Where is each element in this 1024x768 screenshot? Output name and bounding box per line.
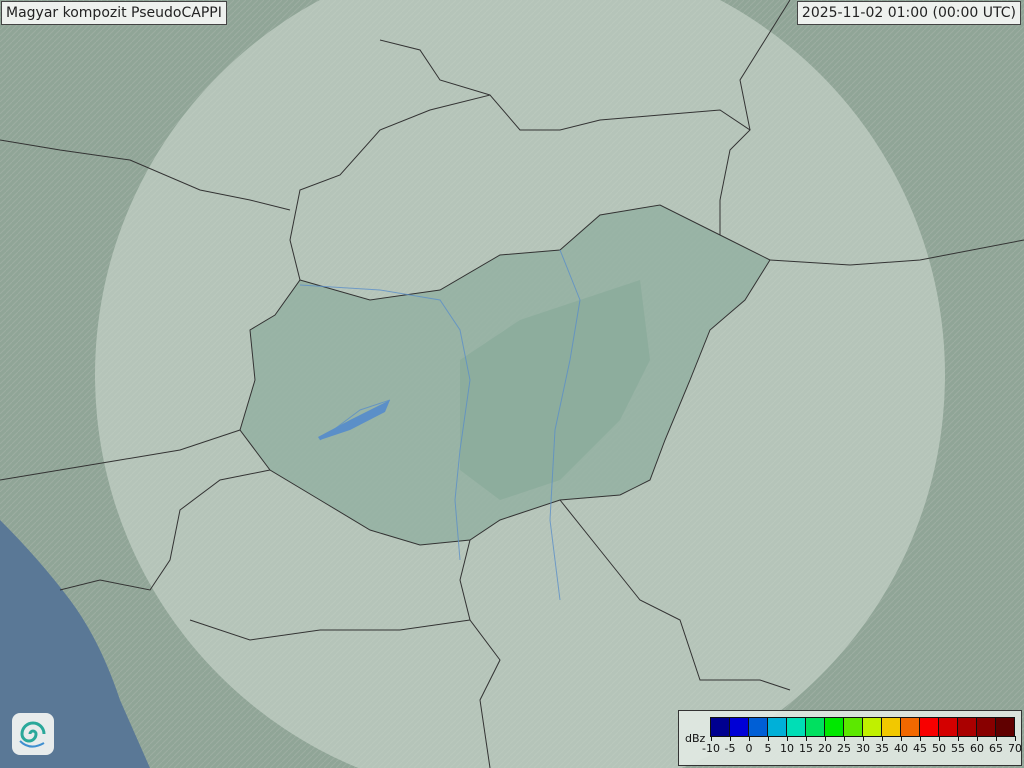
legend-tick-label: -5: [724, 742, 736, 755]
legend-tick: [711, 736, 712, 741]
legend-tick-label: 20: [818, 742, 832, 755]
legend-tick: [749, 736, 750, 741]
legend-tick-label: 25: [837, 742, 851, 755]
color-scale: [710, 717, 1015, 737]
logo: [12, 713, 54, 755]
legend-tick: [958, 736, 959, 741]
color-swatch: [996, 718, 1014, 736]
color-swatch: [768, 718, 787, 736]
legend-tick: [787, 736, 788, 741]
color-swatch: [844, 718, 863, 736]
legend-tick-label: 55: [951, 742, 965, 755]
color-swatch: [730, 718, 749, 736]
color-swatch: [863, 718, 882, 736]
legend-tick: [977, 736, 978, 741]
color-swatch: [806, 718, 825, 736]
legend-tick-label: 35: [875, 742, 889, 755]
swirl-logo-icon: [19, 721, 46, 748]
legend-tick: [1015, 736, 1016, 741]
legend-tick-label: 5: [764, 742, 772, 755]
legend-tick: [825, 736, 826, 741]
color-swatch: [711, 718, 730, 736]
legend-tick: [768, 736, 769, 741]
legend-tick-label: 30: [856, 742, 870, 755]
color-swatch: [901, 718, 920, 736]
color-swatch: [958, 718, 977, 736]
timestamp: 2025-11-02 01:00 (00:00 UTC): [796, 1, 1021, 25]
legend-tick-label: 10: [780, 742, 794, 755]
legend-tick-label: 65: [989, 742, 1003, 755]
legend-tick-label: 15: [799, 742, 813, 755]
legend-tick-label: 40: [894, 742, 908, 755]
legend-tick: [806, 736, 807, 741]
legend-tick-label: 0: [745, 742, 753, 755]
legend-tick-label: 60: [970, 742, 984, 755]
legend-tick: [901, 736, 902, 741]
product-title: Magyar kompozit PseudoCAPPI: [1, 1, 227, 25]
legend-tick: [863, 736, 864, 741]
color-swatch: [787, 718, 806, 736]
color-swatch: [939, 718, 958, 736]
legend-tick-label: 45: [913, 742, 927, 755]
color-swatch: [920, 718, 939, 736]
legend-tick-label: -10: [702, 742, 720, 755]
dbz-legend: dBz -10 -5 0 5 10 15 20 25 30 35 40 45 50 55 60 65 70: [678, 710, 1022, 766]
plain-area: [460, 280, 650, 500]
legend-tick-label: 70: [1008, 742, 1022, 755]
legend-tick: [730, 736, 731, 741]
legend-tick: [920, 736, 921, 741]
adriatic-sea: [0, 520, 150, 768]
legend-unit: dBz: [685, 732, 706, 745]
color-swatch: [977, 718, 996, 736]
color-swatch: [749, 718, 768, 736]
legend-tick: [882, 736, 883, 741]
lake-balaton: [318, 400, 390, 440]
legend-tick-label: 50: [932, 742, 946, 755]
legend-tick: [844, 736, 845, 741]
color-swatch: [825, 718, 844, 736]
color-swatch: [882, 718, 901, 736]
legend-tick: [996, 736, 997, 741]
legend-tick: [939, 736, 940, 741]
